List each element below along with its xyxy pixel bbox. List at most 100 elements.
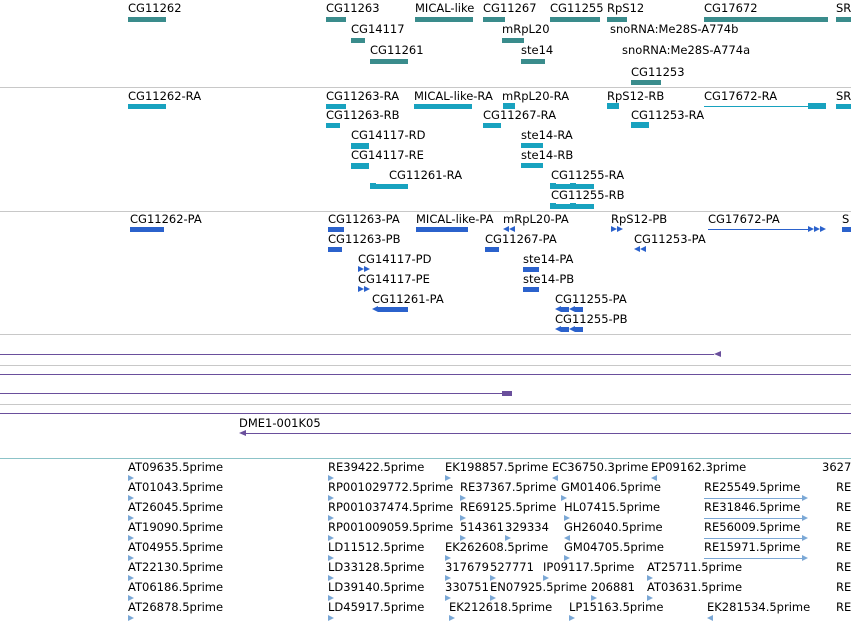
est-line[interactable] <box>704 498 802 499</box>
alignment-line[interactable] <box>0 413 851 414</box>
transcript-feature[interactable] <box>128 104 166 109</box>
protein-label[interactable]: RpS12-PB <box>611 212 668 226</box>
est-arrow[interactable] <box>460 495 466 501</box>
gene-label[interactable]: snoRNA:Me28S-A774b <box>610 22 739 36</box>
transcript-label[interactable]: CG14117-RD <box>351 128 426 142</box>
est-label[interactable]: AT22130.5prime <box>128 560 224 574</box>
transcript-feature[interactable] <box>414 104 472 109</box>
est-arrow[interactable] <box>802 535 808 541</box>
est-arrow[interactable] <box>128 595 134 601</box>
gene-label[interactable]: RpS12 <box>607 1 645 15</box>
est-arrow[interactable] <box>328 575 334 581</box>
est-arrow[interactable] <box>128 615 134 621</box>
protein-label[interactable]: CG11253-PA <box>634 232 706 246</box>
protein-label[interactable]: CG11255-PA <box>555 292 627 306</box>
est-label[interactable]: AT03631.5prime <box>647 580 743 594</box>
est-label[interactable]: GM01406.5prime <box>561 480 661 494</box>
gene-label[interactable]: CG11263 <box>326 1 380 15</box>
est-label[interactable]: 527771 <box>490 560 534 574</box>
protein-label[interactable]: CG11261-PA <box>372 292 444 306</box>
gene-feature[interactable] <box>483 17 505 22</box>
est-arrow[interactable] <box>490 575 496 581</box>
protein-feature[interactable] <box>523 287 539 292</box>
est-line[interactable] <box>704 558 802 559</box>
transcript-label[interactable]: CG11253-RA <box>631 108 705 122</box>
est-label[interactable]: AT26045.5prime <box>128 500 224 514</box>
transcript-feature[interactable] <box>483 123 501 128</box>
est-arrow[interactable] <box>445 575 451 581</box>
transcript-feature[interactable] <box>556 204 570 209</box>
est-label[interactable]: HL07415.5prime <box>564 500 661 514</box>
protein-feature[interactable] <box>842 227 851 232</box>
transcript-feature[interactable] <box>836 104 851 109</box>
alignment-line[interactable] <box>0 354 714 355</box>
protein-feature[interactable] <box>378 307 408 312</box>
transcript-label[interactable]: ste14-RB <box>521 148 574 162</box>
protein-label[interactable]: mRpL20-PA <box>503 212 569 226</box>
est-arrow[interactable] <box>505 535 511 541</box>
protein-feature[interactable] <box>485 247 499 252</box>
est-label[interactable]: EN07925.5prime <box>490 580 587 594</box>
protein-label[interactable]: CG11263-PA <box>328 212 400 226</box>
est-arrow[interactable] <box>564 535 570 541</box>
gene-feature[interactable] <box>128 17 166 22</box>
alignment-line[interactable] <box>246 433 851 434</box>
gene-feature[interactable] <box>836 17 851 22</box>
est-arrow[interactable] <box>561 495 567 501</box>
est-label[interactable]: EP09162.3prime <box>651 460 747 474</box>
protein-label[interactable]: CG11263-PB <box>328 232 401 246</box>
est-label[interactable]: AT19090.5prime <box>128 520 224 534</box>
gene-label[interactable]: MICAL-like <box>415 1 475 15</box>
alignment-line[interactable] <box>0 393 504 394</box>
est-arrow[interactable] <box>128 475 134 481</box>
est-label[interactable]: GH26040.5prime <box>564 520 663 534</box>
est-label[interactable]: EK262608.5prime <box>445 540 549 554</box>
gene-feature[interactable] <box>607 17 627 22</box>
protein-feature[interactable] <box>575 327 583 332</box>
est-arrow[interactable] <box>449 615 455 621</box>
gene-label[interactable]: CG14117 <box>351 22 405 36</box>
gene-label[interactable]: CG11261 <box>370 43 424 57</box>
est-arrow[interactable] <box>651 475 657 481</box>
gene-label[interactable]: ste14 <box>521 43 554 57</box>
est-arrow[interactable] <box>445 555 451 561</box>
est-arrow[interactable] <box>564 515 570 521</box>
est-arrow[interactable] <box>552 475 558 481</box>
est-label[interactable]: GM04705.5prime <box>564 540 664 554</box>
est-arrow[interactable] <box>543 575 549 581</box>
protein-label[interactable]: ste14-PB <box>523 272 575 286</box>
transcript-feature[interactable] <box>376 184 408 189</box>
est-label[interactable]: 3627 <box>822 460 851 474</box>
protein-feature[interactable] <box>130 227 164 232</box>
transcript-label[interactable]: MICAL-like-RA <box>414 89 493 103</box>
est-label[interactable]: RE <box>836 540 851 554</box>
transcript-label[interactable]: CG11263-RB <box>326 108 400 122</box>
protein-feature[interactable] <box>328 247 342 252</box>
transcript-label[interactable]: CG11255-RB <box>551 188 625 202</box>
est-label[interactable]: RE15971.5prime <box>704 540 801 554</box>
est-arrow[interactable] <box>328 535 334 541</box>
gene-label[interactable]: CG17672 <box>704 1 758 15</box>
alignment-line[interactable] <box>0 374 851 375</box>
gene-feature[interactable] <box>550 17 600 22</box>
est-label[interactable]: AT01043.5prime <box>128 480 224 494</box>
gene-feature[interactable] <box>370 59 408 64</box>
est-arrow[interactable] <box>445 475 451 481</box>
transcript-feature[interactable] <box>326 104 346 109</box>
protein-feature[interactable] <box>561 307 569 312</box>
gene-label[interactable]: CG11253 <box>631 65 685 79</box>
est-label[interactable]: RE <box>836 600 851 614</box>
gene-feature[interactable] <box>502 38 524 43</box>
transcript-feature[interactable] <box>521 143 543 148</box>
est-label[interactable]: RE37367.5prime <box>460 480 557 494</box>
est-label[interactable]: RE69125.5prime <box>460 500 557 514</box>
est-arrow[interactable] <box>445 595 451 601</box>
est-arrow[interactable] <box>647 595 653 601</box>
est-label[interactable]: 317679 <box>445 560 489 574</box>
transcript-label[interactable]: mRpL20-RA <box>502 89 570 103</box>
est-label[interactable]: EC36750.3prime <box>552 460 649 474</box>
transcript-label[interactable]: CG17672-RA <box>704 89 778 103</box>
est-label[interactable]: RE <box>836 560 851 574</box>
protein-label[interactable]: CG11255-PB <box>555 312 628 326</box>
est-label[interactable]: LD33128.5prime <box>328 560 425 574</box>
